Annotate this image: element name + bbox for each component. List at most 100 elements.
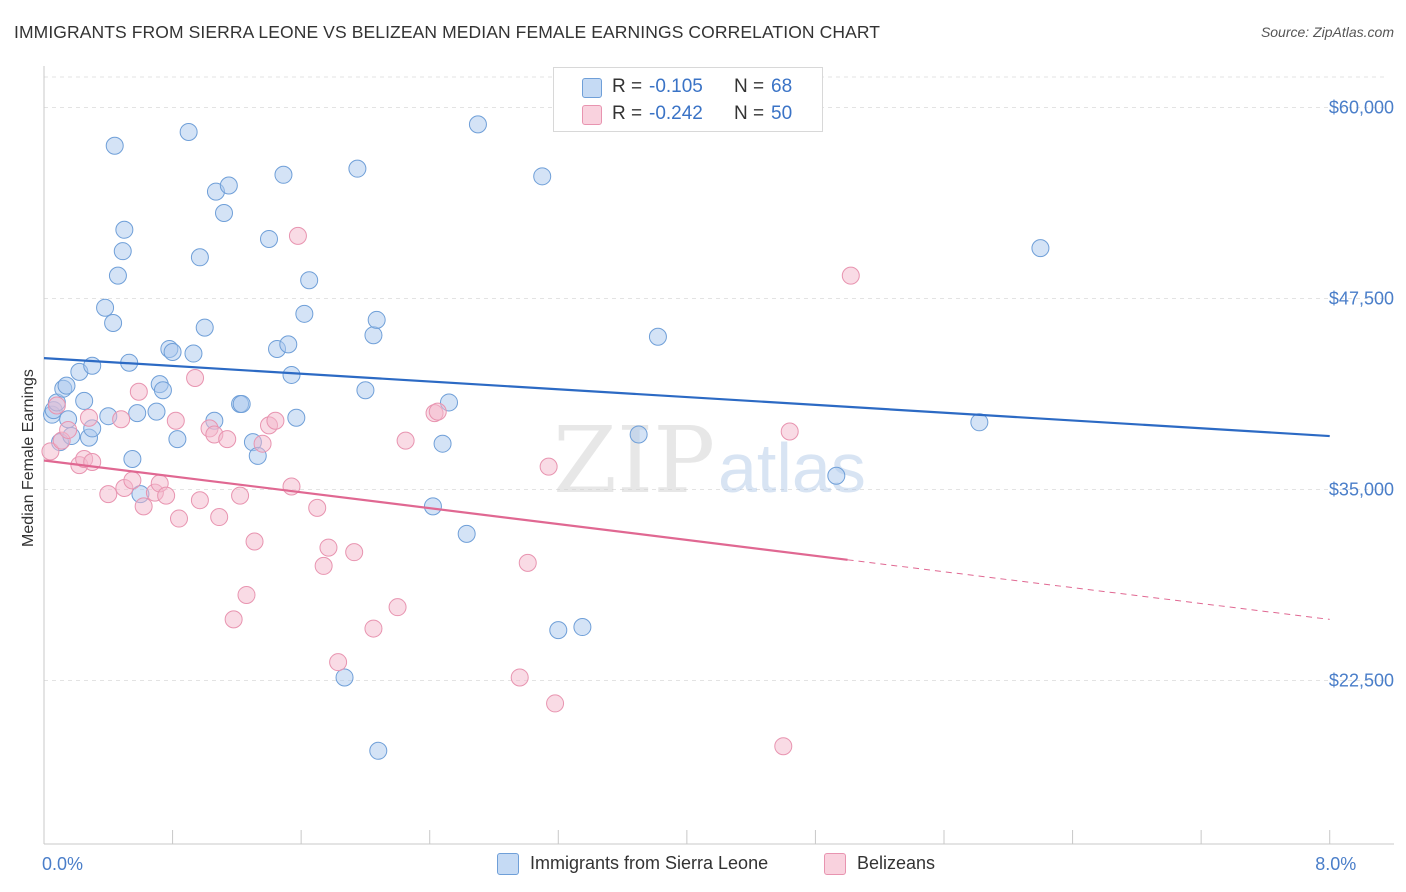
point-belizean xyxy=(41,442,60,461)
point-sierra-leone xyxy=(190,248,209,267)
point-belizean xyxy=(210,508,229,527)
point-belizean xyxy=(47,396,66,415)
point-sierra-leone xyxy=(533,167,552,186)
point-belizean xyxy=(245,532,264,551)
y-tick-labels: $22,500 $35,000 $47,500 $60,000 xyxy=(1329,98,1394,691)
point-sierra-leone xyxy=(215,203,233,222)
trend-lines xyxy=(43,357,1330,620)
point-sierra-leone xyxy=(219,176,238,195)
point-sierra-leone xyxy=(195,318,214,337)
point-sierra-leone xyxy=(295,304,314,323)
point-sierra-leone xyxy=(468,115,487,134)
point-sierra-leone xyxy=(115,220,134,239)
point-sierra-leone xyxy=(457,524,476,543)
point-belizean xyxy=(518,553,537,572)
stats-swatch-blue xyxy=(582,78,602,98)
point-sierra-leone xyxy=(123,449,142,468)
point-sierra-leone xyxy=(57,376,76,395)
point-sierra-leone xyxy=(364,326,383,345)
watermark: ZIP atlas xyxy=(553,407,866,514)
point-belizean xyxy=(319,538,338,557)
point-sierra-leone xyxy=(433,434,452,453)
point-sierra-leone xyxy=(1031,239,1050,258)
watermark-zip: ZIP xyxy=(553,407,715,514)
point-sierra-leone xyxy=(348,159,367,178)
point-belizean xyxy=(218,430,237,449)
point-sierra-leone xyxy=(108,266,127,285)
trend-line-belizean-extension xyxy=(847,559,1330,620)
point-belizean xyxy=(99,485,118,504)
point-sierra-leone xyxy=(287,408,306,427)
point-sierra-leone xyxy=(549,621,568,640)
watermark-atlas: atlas xyxy=(718,429,866,507)
point-belizean xyxy=(190,491,209,510)
point-belizean xyxy=(396,431,415,450)
point-belizean xyxy=(166,411,185,430)
point-sierra-leone xyxy=(335,668,354,687)
point-sierra-leone xyxy=(147,402,166,421)
point-belizean xyxy=(266,411,285,430)
point-belizean xyxy=(428,402,447,421)
legend-swatch-pink xyxy=(824,853,846,875)
point-belizean xyxy=(129,382,148,401)
n-value: 68 xyxy=(771,76,793,97)
n-label: N = xyxy=(734,76,765,97)
point-belizean xyxy=(253,434,272,453)
point-belizean xyxy=(80,408,98,427)
source-label: Source: ZipAtlas.com xyxy=(1260,24,1394,40)
point-belizean xyxy=(388,598,407,617)
point-belizean xyxy=(59,420,78,439)
trend-line-sierra-leone xyxy=(43,357,1330,438)
point-belizean xyxy=(841,266,860,285)
trend-line-belizean xyxy=(43,459,848,561)
point-belizean xyxy=(308,498,327,517)
point-sierra-leone xyxy=(179,123,198,142)
point-sierra-leone xyxy=(573,618,592,637)
legend-label: Immigrants from Sierra Leone xyxy=(530,853,769,873)
y-tick-label: $60,000 xyxy=(1329,98,1394,118)
point-belizean xyxy=(123,471,142,490)
point-sierra-leone xyxy=(279,335,298,354)
legend-swatch-blue xyxy=(497,853,519,875)
point-sierra-leone xyxy=(356,381,375,400)
r-label: R = xyxy=(612,103,643,124)
point-belizean xyxy=(288,226,307,245)
point-sierra-leone xyxy=(282,365,301,384)
point-sierra-leone xyxy=(128,404,147,423)
point-sierra-leone xyxy=(629,425,648,444)
point-sierra-leone xyxy=(75,391,94,410)
legend-label: Belizeans xyxy=(857,853,936,873)
point-belizean xyxy=(186,368,205,387)
point-sierra-leone xyxy=(369,741,388,760)
stats-box: R = -0.105 N = 68 R = -0.242 N = 50 xyxy=(553,67,823,132)
point-sierra-leone xyxy=(104,313,123,332)
point-sierra-leone xyxy=(113,242,132,261)
n-value: 50 xyxy=(771,103,793,124)
point-sierra-leone xyxy=(274,165,293,184)
point-sierra-leone xyxy=(184,344,203,363)
stats-swatch-pink xyxy=(582,105,602,125)
point-sierra-leone xyxy=(96,298,115,317)
point-belizean xyxy=(237,585,256,604)
point-belizean xyxy=(510,668,529,687)
point-sierra-leone xyxy=(260,229,278,248)
point-sierra-leone xyxy=(232,394,251,413)
point-belizean xyxy=(364,619,383,638)
point-belizean xyxy=(539,457,558,476)
point-sierra-leone xyxy=(367,310,386,329)
y-tick-label: $22,500 xyxy=(1329,671,1394,691)
x-tick-label: 8.0% xyxy=(1315,854,1356,874)
y-tick-label: $47,500 xyxy=(1329,289,1394,309)
point-sierra-leone xyxy=(970,413,989,432)
y-tick-label: $35,000 xyxy=(1329,480,1394,500)
point-sierra-leone xyxy=(153,381,172,400)
r-value: -0.242 xyxy=(649,103,703,124)
x-tick-labels: 0.0% 8.0% xyxy=(42,854,1356,874)
x-tick-label: 0.0% xyxy=(42,854,83,874)
point-belizean xyxy=(134,497,153,516)
point-belizean xyxy=(329,653,348,672)
point-belizean xyxy=(157,486,176,505)
point-sierra-leone xyxy=(648,327,667,346)
point-sierra-leone xyxy=(105,136,124,155)
